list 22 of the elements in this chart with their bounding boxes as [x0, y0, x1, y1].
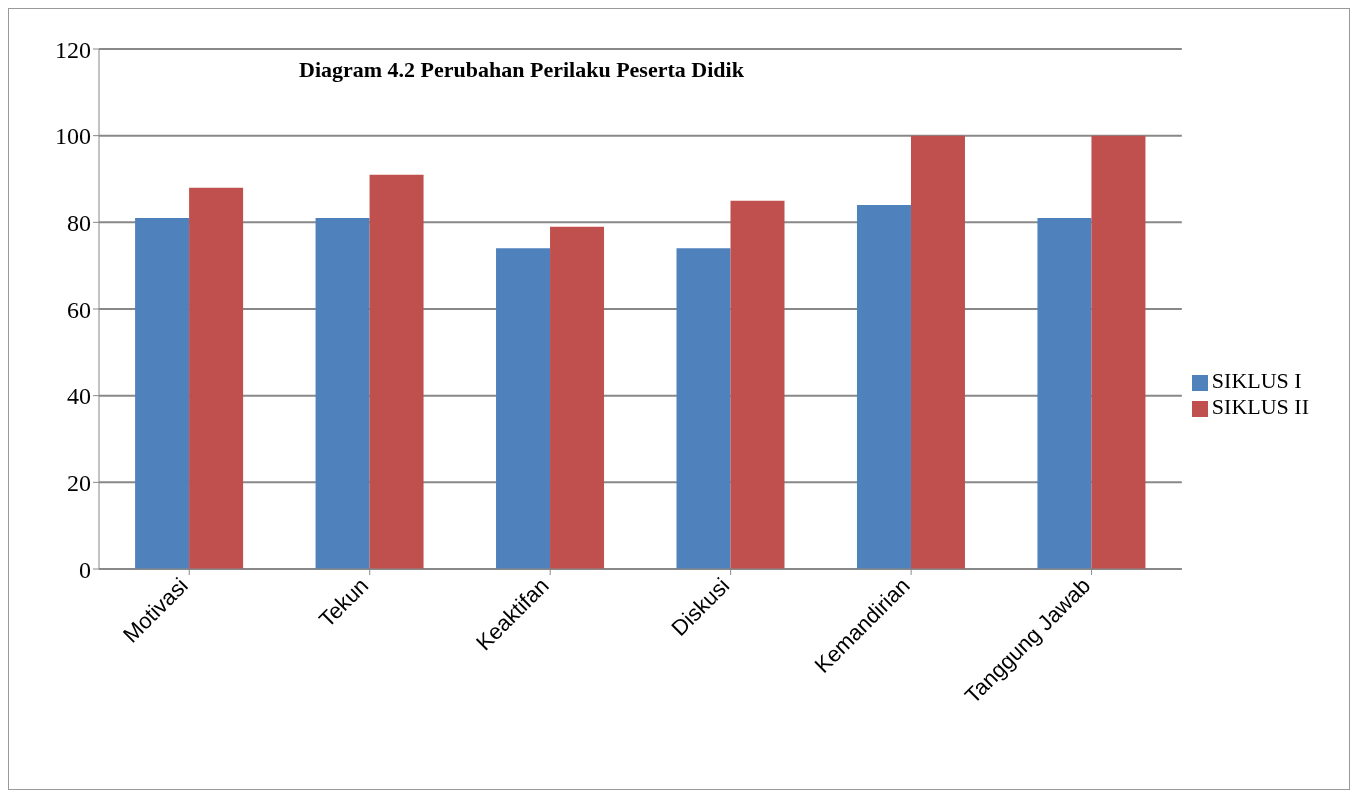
y-tick-label: 80 [67, 209, 91, 236]
chart-title: Diagram 4.2 Perubahan Perilaku Peserta Didik [299, 57, 744, 83]
bar [1091, 135, 1146, 569]
bar [315, 218, 370, 569]
bar [550, 226, 605, 569]
bar [676, 248, 731, 569]
y-tick-label: 20 [67, 469, 91, 496]
bar [135, 218, 190, 569]
y-tick-label: 60 [67, 296, 91, 323]
bar [856, 205, 911, 569]
legend-label: SIKLUS II [1211, 394, 1309, 419]
bar [369, 174, 424, 569]
bar [730, 200, 785, 569]
y-tick-label: 0 [79, 556, 91, 583]
bar [910, 135, 965, 569]
bar [1037, 218, 1092, 569]
y-tick-label: 40 [67, 383, 91, 410]
bar [496, 248, 551, 569]
y-tick-label: 100 [55, 123, 91, 150]
bar [189, 187, 244, 569]
y-tick-label: 120 [55, 36, 91, 63]
legend-label: SIKLUS I [1211, 368, 1302, 393]
